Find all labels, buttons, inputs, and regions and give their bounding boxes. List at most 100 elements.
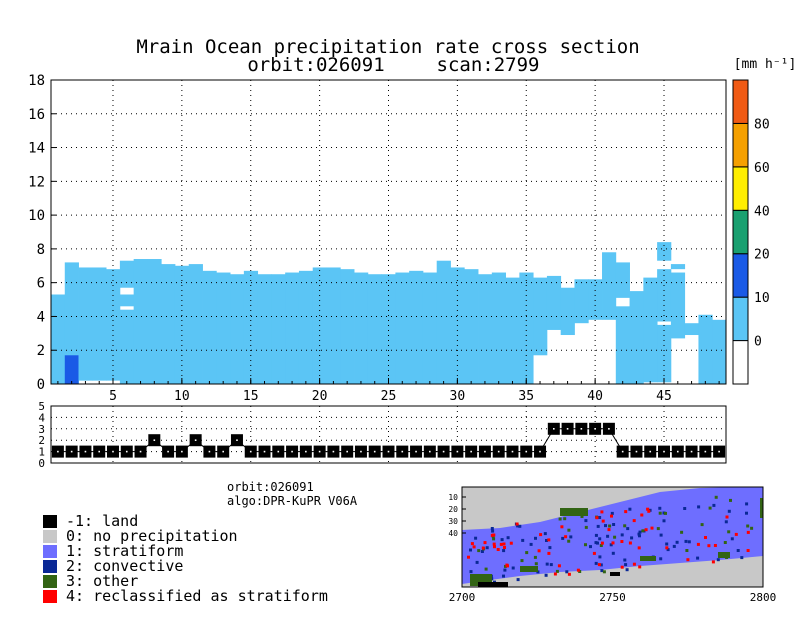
legend-swatch: [43, 530, 57, 543]
reclassified-pixel: [481, 546, 485, 550]
y-tick-label: 2: [37, 343, 45, 359]
precip-column: [684, 323, 699, 336]
convective-pixel: [683, 507, 687, 510]
convective-pixel: [624, 563, 628, 567]
convective-pixel: [638, 534, 641, 538]
type-marker-dot: [318, 450, 321, 453]
convective-pixel: [626, 527, 630, 531]
other-pixel: [567, 528, 571, 532]
reclassified-pixel: [632, 562, 636, 566]
other-pixel: [685, 549, 689, 552]
convective-pixel: [490, 527, 494, 530]
type-marker-dot: [70, 450, 73, 453]
convective-pixel: [684, 539, 688, 543]
reclassified-pixel: [632, 519, 636, 523]
precip-column: [367, 274, 383, 384]
reclassified-pixel: [746, 530, 750, 534]
reclassified-pixel: [725, 515, 729, 519]
type-marker-dot: [718, 450, 720, 453]
reclassified-pixel: [595, 516, 599, 520]
convective-pixel: [594, 541, 598, 545]
reclassified-pixel: [640, 513, 644, 517]
convective-pixel: [548, 546, 552, 550]
convective-pixel: [697, 505, 701, 509]
type-marker-dot: [84, 450, 87, 453]
convective-pixel: [584, 519, 588, 523]
strip-y-label: 0: [38, 457, 45, 470]
type-marker-dot: [401, 450, 404, 453]
reclassified-pixel: [502, 542, 506, 546]
precip-column: [698, 314, 713, 384]
other-pixel: [563, 517, 567, 521]
colorbar-label: 0: [754, 335, 762, 350]
convective-pixel: [612, 523, 616, 526]
reclassified-pixel: [601, 519, 605, 523]
legend-label: 2: convective: [66, 557, 183, 575]
convective-pixel: [745, 511, 748, 515]
type-marker-dot: [539, 450, 541, 453]
reclassified-pixel: [539, 533, 543, 537]
other-pixel: [558, 517, 562, 521]
reclassified-pixel: [483, 541, 487, 545]
convective-pixel: [511, 566, 515, 570]
type-marker-dot: [208, 450, 211, 453]
precip-column: [409, 270, 424, 384]
other-pixel: [525, 551, 529, 555]
precip-column: [588, 279, 603, 320]
precip-column: [712, 319, 727, 384]
type-marker-dot: [153, 439, 156, 441]
map-patch: [640, 556, 656, 561]
reclassified-pixel: [515, 522, 519, 526]
legend-swatch: [43, 575, 57, 588]
convective-pixel: [637, 532, 641, 536]
chart-subtitle-orbit: orbit:026091: [247, 54, 384, 76]
convective-pixel: [628, 507, 632, 511]
reclassified-pixel: [746, 549, 750, 552]
colorbar-bin: [732, 296, 749, 342]
y-tick-label: 8: [37, 242, 45, 258]
convective-pixel: [518, 524, 522, 528]
convective-pixel: [687, 540, 691, 544]
other-pixel: [700, 523, 704, 527]
precip-column: [243, 270, 259, 384]
type-marker-dot: [263, 450, 266, 453]
type-marker-dot: [594, 428, 596, 430]
x-tick-label: 30: [450, 389, 466, 404]
convective-pixel: [740, 556, 744, 560]
reclassified-pixel: [509, 541, 513, 545]
main-grid: [51, 80, 726, 384]
reclassified-pixel: [560, 525, 564, 529]
other-pixel: [584, 543, 587, 547]
other-pixel: [599, 544, 603, 547]
type-marker-dot: [291, 450, 293, 453]
reclassified-pixel: [628, 541, 632, 545]
strip-y-label: 5: [38, 400, 45, 413]
precip-column: [670, 264, 686, 270]
type-marker-dot: [305, 450, 307, 453]
precip-cell-high: [64, 355, 79, 384]
other-pixel: [520, 559, 524, 563]
precip-column: [340, 269, 355, 384]
reclassified-pixel: [597, 563, 601, 567]
y-tick-label: 4: [37, 309, 45, 325]
reclassified-pixel: [505, 563, 509, 567]
colorbar-bin: [732, 253, 749, 298]
other-pixel: [723, 541, 727, 544]
reclassified-pixel: [704, 536, 707, 539]
other-pixel: [656, 527, 660, 531]
type-marker-dot: [194, 439, 197, 441]
convective-pixel: [475, 560, 479, 564]
convective-pixel: [598, 555, 602, 559]
legend-label: 1: stratiform: [66, 542, 183, 560]
reclassified-pixel: [686, 558, 690, 562]
other-pixel: [484, 567, 488, 571]
convective-pixel: [545, 562, 549, 566]
legend-swatch: [43, 515, 57, 528]
convective-pixel: [594, 561, 598, 565]
type-marker-dot: [635, 450, 638, 453]
other-pixel: [534, 562, 538, 566]
convective-pixel: [736, 549, 740, 552]
